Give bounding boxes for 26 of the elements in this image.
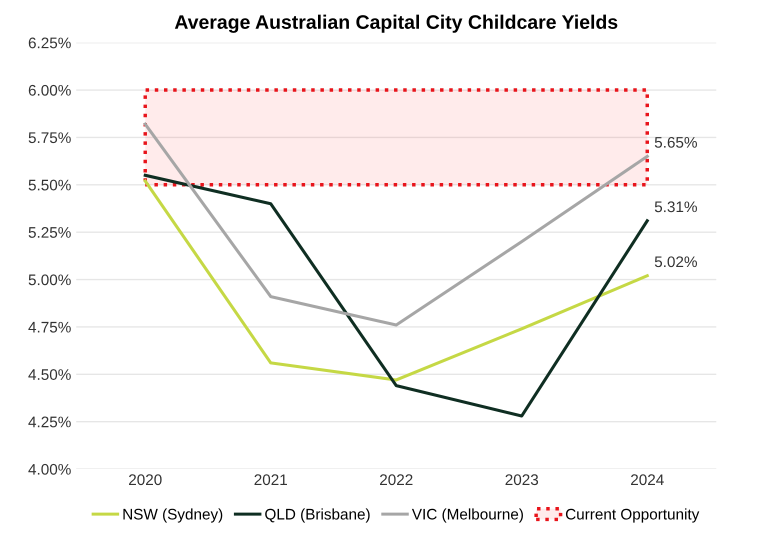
legend-label: Current Opportunity	[566, 508, 700, 523]
y-tick-label: 4.50%	[28, 369, 71, 380]
y-tick-label: 5.75%	[28, 132, 71, 144]
x-tick-label: 2020	[129, 474, 162, 486]
legend-label: NSW (Sydney)	[123, 508, 222, 523]
legend-label: QLD (Brisbane)	[265, 508, 370, 523]
x-tick-label: 2021	[254, 474, 287, 486]
y-tick-label: 5.50%	[28, 180, 71, 190]
data-label: 5.02%	[654, 256, 697, 268]
y-tick-label: 5.25%	[28, 227, 71, 238]
x-tick-label: 2024	[631, 474, 664, 486]
line-series	[144, 122, 649, 327]
line-series	[144, 174, 649, 418]
y-tick-label: 5.00%	[28, 274, 71, 286]
y-tick-label: 6.25%	[28, 38, 71, 48]
x-tick-label: 2022	[380, 474, 412, 486]
y-tick-label: 4.00%	[28, 464, 71, 475]
chart-title: Average Australian Capital City Childcare Yields	[174, 14, 618, 33]
line-series	[144, 179, 649, 382]
y-tick-label: 4.25%	[28, 416, 71, 428]
data-label: 5.65%	[654, 136, 697, 148]
y-tick-label: 6.00%	[28, 84, 71, 96]
data-label: 5.31%	[654, 201, 697, 212]
legend-label: VIC (Melbourne)	[412, 508, 523, 523]
x-tick-label: 2023	[506, 474, 538, 486]
y-tick-label: 4.75%	[28, 322, 71, 333]
